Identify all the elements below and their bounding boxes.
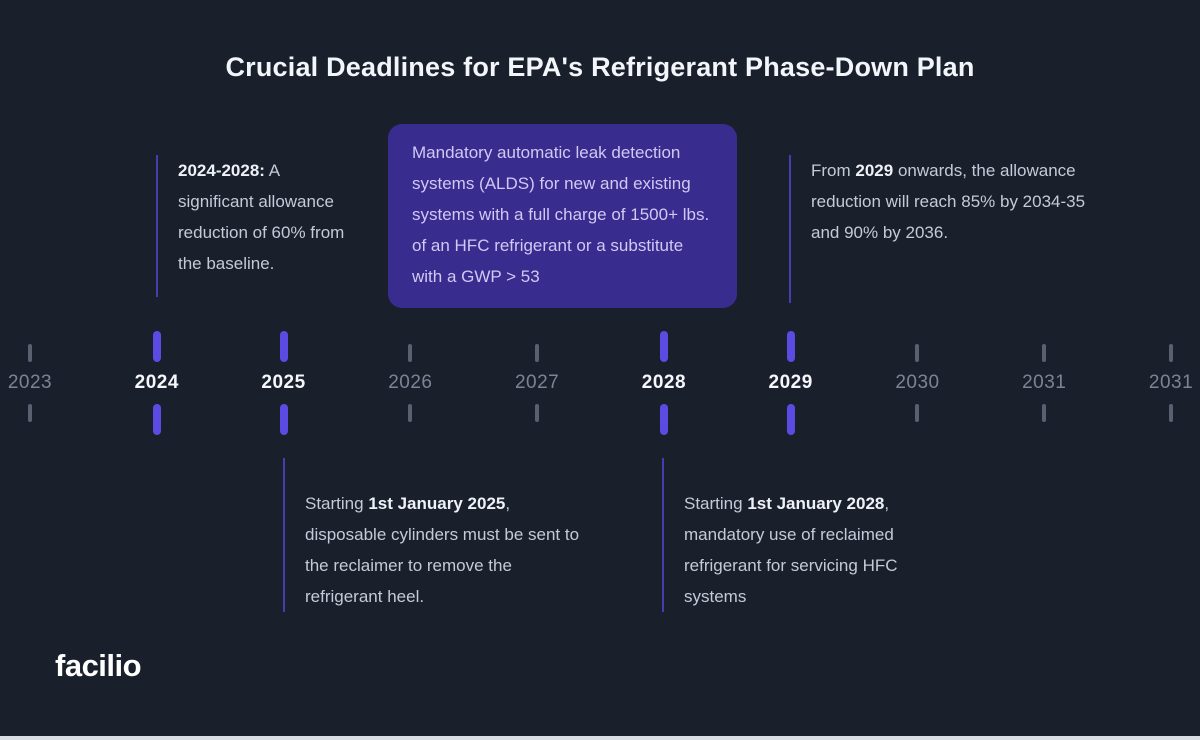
- bottom-edge-strip: [0, 736, 1200, 740]
- timeline-tick-bottom: [659, 404, 668, 435]
- annotation-jan-2025: Starting 1st January 2025, disposable cy…: [283, 458, 593, 612]
- timeline-year-column: 2030: [872, 328, 962, 438]
- annotation-jan-2028: Starting 1st January 2028, mandatory use…: [662, 458, 927, 612]
- timeline-year-column: 2023: [0, 328, 75, 438]
- timeline-tick-top: [1042, 344, 1047, 362]
- timeline-tick-bottom: [786, 404, 795, 435]
- timeline-tick-top: [408, 344, 413, 362]
- timeline-tick-bottom: [279, 404, 288, 435]
- timeline-year-column: 2029: [746, 328, 836, 438]
- timeline-year-column: 2028: [619, 328, 709, 438]
- timeline-tick-bottom: [152, 404, 161, 435]
- timeline-year-label: 2026: [388, 372, 433, 393]
- timeline-tick-bottom: [1169, 404, 1174, 422]
- timeline-year-label: 2029: [768, 372, 813, 393]
- timeline-tick-bottom: [408, 404, 413, 422]
- annotation-2024-2028-text: A significant allowance reduction of 60%…: [178, 161, 345, 273]
- timeline-tick-bottom: [1042, 404, 1047, 422]
- timeline-year-column: 2024: [112, 328, 202, 438]
- timeline-year-column: 2026: [365, 328, 455, 438]
- timeline-tick-bottom: [535, 404, 540, 422]
- timeline-year-label: 2024: [134, 372, 179, 393]
- timeline-tick-top: [915, 344, 920, 362]
- annotation-2024-2028: 2024-2028: A significant allowance reduc…: [156, 155, 356, 297]
- annotation-2029-bold: 2029: [855, 161, 894, 180]
- timeline-year-label: 2028: [641, 372, 687, 393]
- annotation-jan-2028-post: , mandatory use of reclaimed refrigerant…: [684, 494, 898, 606]
- timeline-tick-bottom: [915, 404, 920, 422]
- annotation-jan-2028-pre: Starting: [684, 494, 748, 513]
- timeline-year-label: 2023: [7, 372, 53, 393]
- timeline-year-label: 2031: [1022, 372, 1067, 393]
- annotation-jan-2025-pre: Starting: [305, 494, 369, 513]
- timeline-year-label: 2025: [261, 372, 306, 393]
- annotation-2029-pre: From: [811, 161, 856, 180]
- timeline-year-column: 2031: [1126, 328, 1200, 438]
- timeline-year-column: 2025: [239, 328, 329, 438]
- timeline-tick-top: [279, 331, 288, 362]
- annotation-2029-post: onwards, the allowance reduction will re…: [811, 161, 1086, 242]
- annotation-2029-onwards: From 2029 onwards, the allowance reducti…: [789, 155, 1104, 303]
- timeline-tick-top: [535, 344, 540, 362]
- timeline-tick-top: [1169, 344, 1174, 362]
- annotation-2024-2028-bold: 2024-2028:: [178, 161, 265, 180]
- timeline-tick-top: [659, 331, 668, 362]
- timeline-year-column: 2031: [999, 328, 1089, 438]
- timeline-tick-top: [786, 331, 795, 362]
- timeline-year-column: 2027: [492, 328, 582, 438]
- facilio-logo: facilio: [55, 648, 142, 683]
- alds-callout-text: Mandatory automatic leak detection syste…: [412, 143, 710, 286]
- alds-callout-box: Mandatory automatic leak detection syste…: [388, 124, 737, 308]
- annotation-jan-2025-post: , disposable cylinders must be sent to t…: [305, 494, 580, 606]
- page-title: Crucial Deadlines for EPA's Refrigerant …: [225, 52, 975, 82]
- annotation-jan-2025-bold: 1st January 2025: [368, 494, 506, 513]
- annotation-jan-2028-bold: 1st January 2028: [747, 494, 885, 513]
- timeline-tick-top: [152, 331, 161, 362]
- timeline-tick-bottom: [28, 404, 32, 422]
- timeline-year-label: 2031: [1148, 372, 1194, 393]
- timeline-year-label: 2027: [514, 372, 560, 393]
- timeline-tick-top: [28, 344, 32, 362]
- timeline-year-label: 2030: [895, 372, 940, 393]
